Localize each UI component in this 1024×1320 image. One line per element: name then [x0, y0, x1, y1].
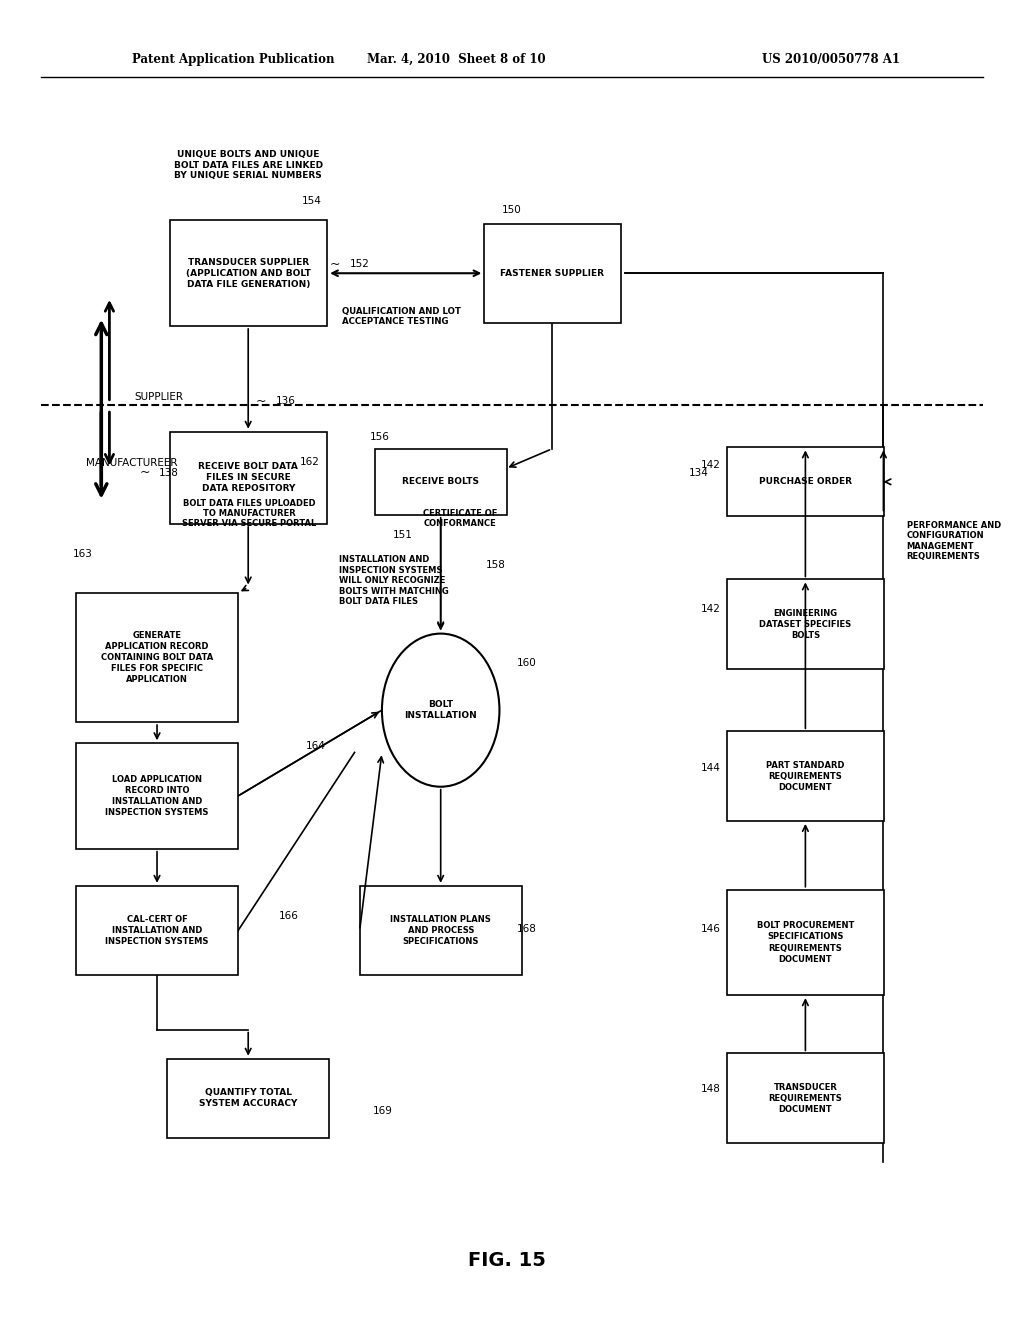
Text: 134: 134	[689, 467, 709, 478]
Text: BOLT
INSTALLATION: BOLT INSTALLATION	[404, 701, 477, 719]
Text: 168: 168	[517, 924, 537, 935]
FancyBboxPatch shape	[375, 449, 507, 515]
FancyBboxPatch shape	[727, 579, 884, 669]
Text: FASTENER SUPPLIER: FASTENER SUPPLIER	[500, 269, 604, 277]
Text: 136: 136	[275, 396, 296, 407]
Text: INSTALLATION AND
INSPECTION SYSTEMS
WILL ONLY RECOGNIZE
BOLTS WITH MATCHING
BOLT: INSTALLATION AND INSPECTION SYSTEMS WILL…	[339, 556, 450, 606]
FancyBboxPatch shape	[167, 1059, 330, 1138]
Text: CAL-CERT OF
INSTALLATION AND
INSPECTION SYSTEMS: CAL-CERT OF INSTALLATION AND INSPECTION …	[105, 915, 209, 946]
Text: UNIQUE BOLTS AND UNIQUE
BOLT DATA FILES ARE LINKED
BY UNIQUE SERIAL NUMBERS: UNIQUE BOLTS AND UNIQUE BOLT DATA FILES …	[174, 150, 323, 180]
Text: 142: 142	[701, 459, 721, 470]
Text: FIG. 15: FIG. 15	[468, 1251, 546, 1270]
Text: ~: ~	[330, 257, 340, 271]
Text: 146: 146	[701, 924, 721, 935]
Text: RECEIVE BOLTS: RECEIVE BOLTS	[402, 478, 479, 486]
Text: US 2010/0050778 A1: US 2010/0050778 A1	[762, 53, 900, 66]
Text: 160: 160	[517, 657, 537, 668]
Text: 162: 162	[300, 457, 319, 467]
Text: 151: 151	[393, 529, 413, 540]
Text: 152: 152	[349, 259, 370, 269]
Text: ~: ~	[140, 466, 151, 479]
Text: Mar. 4, 2010  Sheet 8 of 10: Mar. 4, 2010 Sheet 8 of 10	[367, 53, 545, 66]
Text: 166: 166	[279, 911, 298, 921]
FancyBboxPatch shape	[170, 220, 327, 326]
Text: LOAD APPLICATION
RECORD INTO
INSTALLATION AND
INSPECTION SYSTEMS: LOAD APPLICATION RECORD INTO INSTALLATIO…	[105, 775, 209, 817]
FancyBboxPatch shape	[727, 890, 884, 995]
FancyBboxPatch shape	[76, 593, 238, 722]
Text: 163: 163	[73, 549, 93, 560]
Text: QUANTIFY TOTAL
SYSTEM ACCURACY: QUANTIFY TOTAL SYSTEM ACCURACY	[199, 1088, 297, 1109]
Text: BOLT PROCUREMENT
SPECIFICATIONS
REQUIREMENTS
DOCUMENT: BOLT PROCUREMENT SPECIFICATIONS REQUIREM…	[757, 921, 854, 964]
FancyBboxPatch shape	[727, 1053, 884, 1143]
Text: 138: 138	[159, 467, 179, 478]
Text: 156: 156	[370, 432, 390, 442]
Text: QUALIFICATION AND LOT
ACCEPTANCE TESTING: QUALIFICATION AND LOT ACCEPTANCE TESTING	[342, 308, 461, 326]
Text: Patent Application Publication: Patent Application Publication	[132, 53, 334, 66]
Text: INSTALLATION PLANS
AND PROCESS
SPECIFICATIONS: INSTALLATION PLANS AND PROCESS SPECIFICA…	[390, 915, 492, 946]
Text: PURCHASE ORDER: PURCHASE ORDER	[759, 478, 852, 486]
Text: 150: 150	[502, 205, 521, 215]
Text: 142: 142	[701, 603, 721, 614]
Text: PERFORMANCE AND
CONFIGURATION
MANAGEMENT
REQUIREMENTS: PERFORMANCE AND CONFIGURATION MANAGEMENT…	[906, 521, 1000, 561]
Text: GENERATE
APPLICATION RECORD
CONTAINING BOLT DATA
FILES FOR SPECIFIC
APPLICATION: GENERATE APPLICATION RECORD CONTAINING B…	[101, 631, 213, 684]
FancyBboxPatch shape	[76, 886, 238, 975]
Text: CERTIFICATE OF
CONFORMANCE: CERTIFICATE OF CONFORMANCE	[424, 510, 498, 528]
Text: 164: 164	[306, 741, 326, 751]
Text: TRANSDUCER SUPPLIER
(APPLICATION AND BOLT
DATA FILE GENERATION): TRANSDUCER SUPPLIER (APPLICATION AND BOL…	[185, 257, 310, 289]
Text: 148: 148	[701, 1084, 721, 1094]
Text: TRANSDUCER
REQUIREMENTS
DOCUMENT: TRANSDUCER REQUIREMENTS DOCUMENT	[769, 1082, 843, 1114]
FancyBboxPatch shape	[483, 223, 621, 322]
Text: 169: 169	[373, 1106, 392, 1117]
FancyBboxPatch shape	[727, 447, 884, 516]
Text: SUPPLIER: SUPPLIER	[135, 392, 183, 403]
Text: 158: 158	[486, 560, 506, 570]
FancyBboxPatch shape	[727, 731, 884, 821]
Text: ~: ~	[255, 395, 266, 408]
Circle shape	[382, 634, 500, 787]
FancyBboxPatch shape	[359, 886, 522, 975]
FancyBboxPatch shape	[170, 432, 327, 524]
Text: ENGINEERING
DATASET SPECIFIES
BOLTS: ENGINEERING DATASET SPECIFIES BOLTS	[760, 609, 852, 640]
Text: RECEIVE BOLT DATA
FILES IN SECURE
DATA REPOSITORY: RECEIVE BOLT DATA FILES IN SECURE DATA R…	[199, 462, 298, 494]
Text: 144: 144	[701, 763, 721, 774]
Text: MANUFACTUREER: MANUFACTUREER	[86, 458, 177, 469]
FancyBboxPatch shape	[76, 743, 238, 849]
Text: BOLT DATA FILES UPLOADED
TO MANUFACTURER
SERVER VIA SECURE PORTAL: BOLT DATA FILES UPLOADED TO MANUFACTURER…	[182, 499, 316, 528]
Text: 154: 154	[302, 195, 322, 206]
Text: PART STANDARD
REQUIREMENTS
DOCUMENT: PART STANDARD REQUIREMENTS DOCUMENT	[766, 760, 845, 792]
